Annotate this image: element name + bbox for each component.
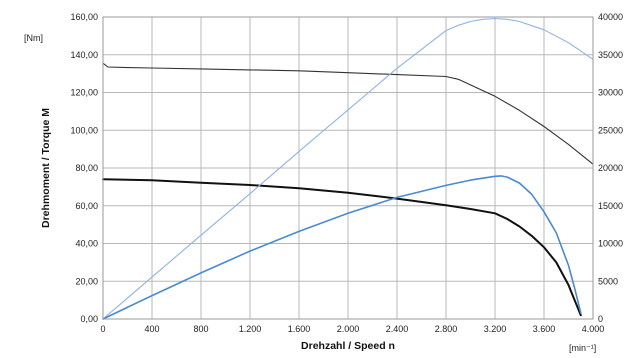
y-right-tick-label: 25000 bbox=[598, 125, 623, 135]
x-axis-title: Drehzahl / Speed n bbox=[301, 340, 395, 352]
y-left-tick-label: 120,00 bbox=[70, 88, 98, 98]
ticks: 0 400 800 1.200 1.600 2.000 2.400 2.800 3.200 3.6… bbox=[70, 12, 623, 334]
grid bbox=[103, 17, 593, 319]
series-line-2 bbox=[102, 178, 582, 317]
y-left-tick-label: 140,00 bbox=[70, 50, 98, 60]
x-tick-label: 2.400 bbox=[386, 324, 409, 334]
y-left-tick-label: 40,00 bbox=[75, 239, 98, 249]
x-tick-label: 1.200 bbox=[239, 324, 262, 334]
y-left-tick-label: 20,00 bbox=[75, 276, 98, 286]
x-tick-label: 0 bbox=[100, 324, 105, 334]
y-left-tick-label: 160,00 bbox=[70, 12, 98, 22]
x-tick-label: 400 bbox=[144, 324, 159, 334]
y-right-tick-label: 15000 bbox=[598, 201, 623, 211]
x-tick-label: 3.200 bbox=[484, 324, 507, 334]
x-tick-label: 1.600 bbox=[288, 324, 311, 334]
y-right-tick-label: 10000 bbox=[598, 239, 623, 249]
y-right-tick-label: 40000 bbox=[598, 12, 623, 22]
y-right-tick-label: 0 bbox=[598, 314, 603, 324]
y-right-tick-label: 30000 bbox=[598, 88, 623, 98]
y-left-tick-label: 60,00 bbox=[75, 201, 98, 211]
x-tick-label: 3.600 bbox=[533, 324, 556, 334]
y-right-tick-label: 35000 bbox=[598, 50, 623, 60]
y-right-tick-label: 5000 bbox=[598, 276, 618, 286]
plot-frame bbox=[102, 16, 594, 320]
y-right-tick-label: 20000 bbox=[598, 163, 623, 173]
x-tick-label: 2.000 bbox=[337, 324, 360, 334]
series bbox=[102, 17, 594, 320]
y-unit-label: [Nm] bbox=[24, 33, 43, 43]
series-line-1 bbox=[102, 62, 594, 165]
x-unit-label: [min⁻¹] bbox=[569, 343, 596, 353]
y-left-tick-label: 0,00 bbox=[80, 314, 98, 324]
y-axis-title: Drehmoment / Torque M bbox=[40, 108, 52, 228]
x-tick-label: 2.800 bbox=[435, 324, 458, 334]
y-left-tick-label: 80,00 bbox=[75, 163, 98, 173]
y-left-tick-label: 100,00 bbox=[70, 125, 98, 135]
x-tick-label: 4.000 bbox=[582, 324, 605, 334]
series-line-4 bbox=[102, 175, 582, 320]
series-line-3 bbox=[102, 17, 594, 320]
x-tick-label: 800 bbox=[193, 324, 208, 334]
